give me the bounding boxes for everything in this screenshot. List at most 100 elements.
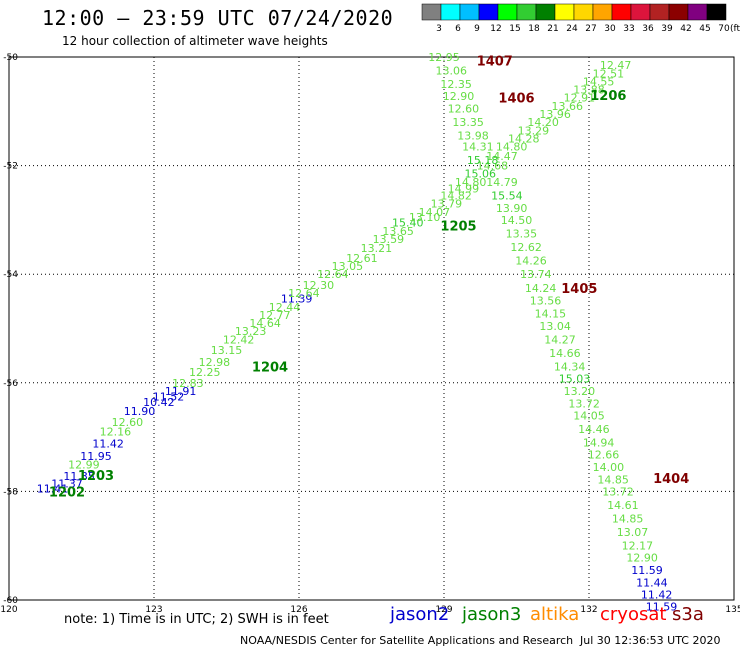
wave-height-value: 13.65 <box>382 225 414 238</box>
wave-height-value: 14.85 <box>612 513 644 526</box>
wave-height-value: 12.64 <box>288 287 320 300</box>
wave-height-value: 11.90 <box>124 405 156 418</box>
scale-swatch <box>573 3 594 21</box>
wave-height-value: 12.90 <box>443 90 475 103</box>
wave-height-value: 13.96 <box>539 108 571 121</box>
legend-jason3: jason3 <box>462 604 522 625</box>
wave-height-value: 11.35 <box>63 470 95 483</box>
wave-height-value: 13.72 <box>568 397 600 410</box>
wave-height-value: 15.40 <box>392 217 424 230</box>
wave-height-value: 12.95 <box>428 51 460 64</box>
legend-jason2: jason2 <box>390 604 450 625</box>
wave-height-value: 11.59 <box>646 601 678 614</box>
scale-label: 9 <box>474 24 480 34</box>
wave-height-value: 14.00 <box>593 461 625 474</box>
wave-height-value: 13.88 <box>573 84 605 97</box>
wave-height-value: 14.55 <box>583 75 615 88</box>
wave-height-value: 15.18 <box>467 154 499 167</box>
wave-height-value: 12.62 <box>510 241 542 254</box>
wave-height-value: 14.15 <box>535 307 567 320</box>
scale-swatch <box>440 3 461 21</box>
wave-height-value: 14.64 <box>249 317 281 330</box>
scale-swatch <box>554 3 575 21</box>
plot-frame <box>8 56 735 601</box>
scale-label: 33 <box>623 24 634 34</box>
wave-height-value: 13.04 <box>539 320 571 333</box>
wave-height-value: 13.98 <box>457 130 489 143</box>
wave-height-value: 12.25 <box>189 366 221 379</box>
wave-height-value: 11.44 <box>636 577 668 590</box>
wave-height-value: 13.06 <box>436 65 468 78</box>
scale-swatch <box>421 3 442 21</box>
pass-number-label: 1404 <box>653 472 689 487</box>
wave-height-value: 14.79 <box>486 176 518 189</box>
chart-subtitle: 12 hour collection of altimeter wave hei… <box>62 34 328 48</box>
wave-height-value: 14.68 <box>477 160 509 173</box>
wave-height-value: 11.91 <box>165 385 197 398</box>
x-tick-label: 120 <box>0 605 17 615</box>
wave-height-value: 11.59 <box>631 564 663 577</box>
wave-height-value: 12.17 <box>622 540 654 553</box>
scale-swatch <box>649 3 670 21</box>
wave-height-value: 11.52 <box>153 390 185 403</box>
pass-number-label: 1406 <box>498 92 534 107</box>
wave-height-value: 15.06 <box>465 168 497 181</box>
chart-title: 12:00 – 23:59 UTC 07/24/2020 <box>42 6 394 30</box>
wave-height-value: 13.90 <box>496 202 528 215</box>
wave-height-value: 11.42 <box>641 589 673 602</box>
footer-credit: NOAA/NESDIS Center for Satellite Applica… <box>240 634 574 647</box>
wave-height-value: 14.07 <box>419 206 451 219</box>
scale-label: 42 <box>680 24 691 34</box>
x-tick-label: 126 <box>290 605 307 615</box>
wave-height-value: 12.35 <box>440 78 472 91</box>
pass-number-label: 1202 <box>49 485 85 500</box>
scale-swatch <box>687 3 708 21</box>
pass-number-label: 1206 <box>590 89 626 104</box>
wave-height-value: 14.99 <box>448 182 480 195</box>
scale-label: 18 <box>528 24 540 34</box>
wave-height-value: 14.28 <box>508 132 540 145</box>
wave-height-value: 13.21 <box>361 242 393 255</box>
scale-swatch <box>668 3 689 21</box>
wave-height-value: 11.39 <box>281 293 313 306</box>
scale-swatch <box>497 3 518 21</box>
x-tick-label: 135 <box>725 605 740 615</box>
wave-height-value: 13.74 <box>520 268 552 281</box>
wave-height-value: 12.91 <box>564 92 596 105</box>
wave-height-value: 11.95 <box>80 450 112 463</box>
wave-height-value: 14.20 <box>527 116 559 129</box>
scale-swatch <box>592 3 613 21</box>
y-tick-label: -58 <box>3 487 18 497</box>
wave-height-value: 12.99 <box>68 458 100 471</box>
wave-height-value: 13.15 <box>211 344 243 357</box>
scale-label: 70 <box>718 24 730 34</box>
scale-label: 21 <box>547 24 558 34</box>
x-tick-label: 129 <box>435 605 452 615</box>
y-tick-label: -54 <box>3 270 18 280</box>
wave-height-value: 12.90 <box>626 552 658 565</box>
wave-height-value: 12.42 <box>223 333 255 346</box>
wave-height-value: 13.56 <box>530 294 562 307</box>
x-tick-label: 132 <box>580 605 597 615</box>
data-points: 11.4111.3711.3512.9911.9511.4212.1612.60… <box>37 51 678 614</box>
wave-height-value: 13.35 <box>452 116 484 129</box>
pass-number-label: 1204 <box>252 361 288 376</box>
wave-height-value: 12.30 <box>303 279 335 292</box>
scale-swatch <box>706 3 727 21</box>
wave-height-value: 14.31 <box>462 141 494 154</box>
pass-number-label: 1405 <box>561 282 597 297</box>
wave-height-value: 12.60 <box>448 103 480 116</box>
wave-height-value: 14.47 <box>486 150 518 163</box>
wave-height-value: 12.47 <box>600 59 632 72</box>
legend-s3a: s3a <box>672 604 704 625</box>
wave-height-value: 14.26 <box>515 255 547 268</box>
scale-label: 3 <box>436 24 442 34</box>
wave-height-value: 12.16 <box>100 426 132 439</box>
scale-swatch <box>611 3 632 21</box>
scale-label: 30 <box>604 24 616 34</box>
wave-height-value: 14.05 <box>573 409 605 422</box>
legend-cryosat: cryosat <box>600 604 667 625</box>
